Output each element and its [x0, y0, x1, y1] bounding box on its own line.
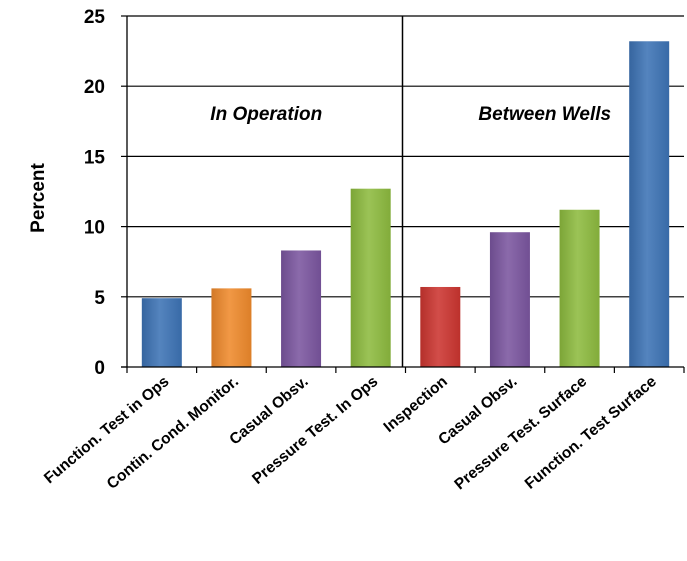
x-tick-label: Inspection	[381, 373, 451, 436]
x-tick-label: Pressure Test. Surface	[451, 373, 590, 494]
group-label: In Operation	[210, 104, 322, 125]
grid-lines	[127, 15, 684, 298]
axes	[121, 15, 685, 373]
bar	[559, 209, 600, 367]
y-tick-label: 15	[84, 147, 106, 168]
y-tick-label: 0	[94, 358, 105, 379]
x-tick-label: Pressure Test. In Ops	[249, 373, 381, 488]
y-tick-label: 20	[84, 77, 105, 98]
group-label: Between Wells	[478, 104, 611, 125]
y-tick-label: 10	[84, 218, 105, 239]
bar	[281, 250, 322, 367]
bar	[350, 188, 391, 367]
bars	[141, 41, 670, 367]
y-axis-title: Percent	[28, 162, 49, 232]
bar	[211, 288, 252, 367]
bar	[629, 41, 670, 367]
x-tick-label: Function. Test Surface	[522, 373, 660, 493]
x-tick-label: Function. Test in Ops	[41, 373, 172, 487]
group-labels: In Operation Between Wells	[210, 104, 611, 125]
y-tick-labels: 0 5 10 15 20 25	[84, 7, 106, 379]
bar	[141, 298, 182, 367]
bar	[489, 232, 530, 367]
y-tick-label: 25	[84, 7, 106, 28]
x-tick-label: Contin. Cond. Monitor.	[104, 373, 242, 493]
y-tick-label: 5	[94, 288, 105, 309]
bar	[420, 286, 461, 367]
